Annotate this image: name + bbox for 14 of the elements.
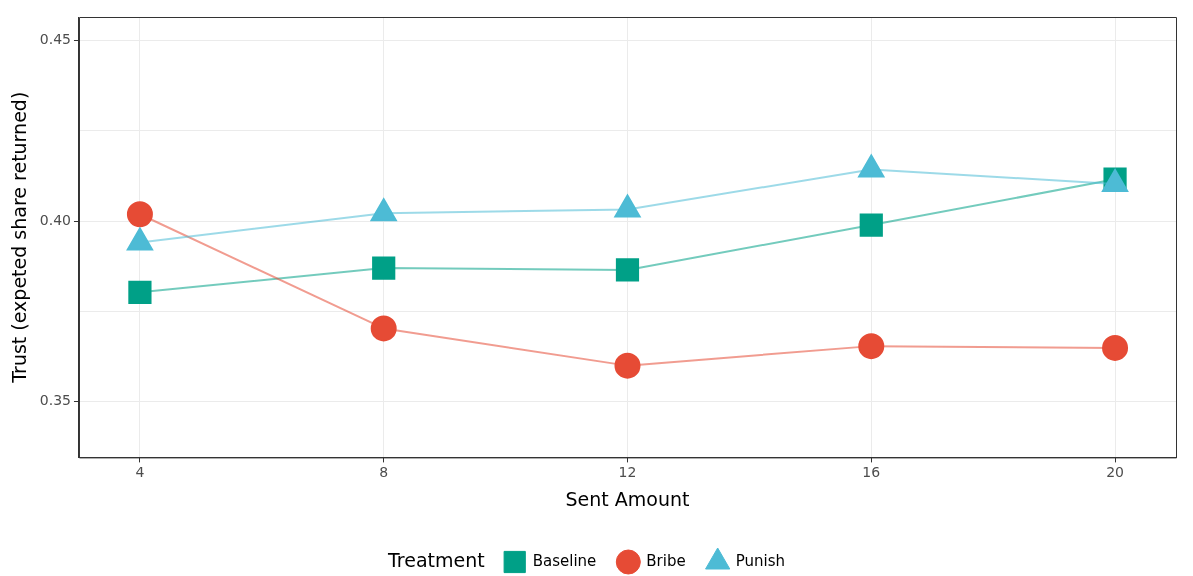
- legend-title: Treatment: [387, 548, 485, 571]
- y-tick-label: 0.40: [39, 211, 71, 228]
- legend-label: Punish: [735, 551, 785, 570]
- x-tick-label: 8: [379, 464, 389, 481]
- x-tick-label: 16: [862, 464, 881, 481]
- y-tick-label: 0.45: [39, 31, 71, 48]
- x-axis-title: Sent Amount: [565, 487, 690, 510]
- x-tick-label: 12: [618, 464, 637, 481]
- legend-label: Bribe: [646, 551, 686, 570]
- x-tick-label: 4: [135, 464, 145, 481]
- y-tick-label: 0.35: [39, 392, 71, 409]
- legend-label: Baseline: [532, 551, 597, 570]
- y-axis-title: Trust (expeted share returned): [8, 91, 31, 384]
- x-tick-label: 20: [1106, 464, 1124, 481]
